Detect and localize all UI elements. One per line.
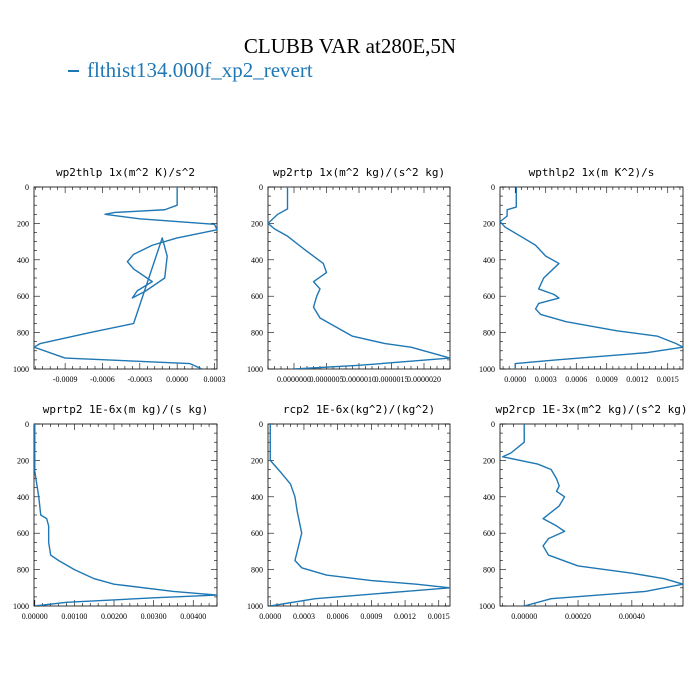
panel-title: rcp2 1E-6x(kg^2)/(kg^2) — [283, 403, 435, 416]
y-tick-label: 400 — [483, 256, 495, 265]
x-tick-label: 0.0009 — [596, 375, 618, 384]
x-tick-label: -0.0006 — [90, 375, 115, 384]
x-tick-label: 0.0009 — [360, 612, 382, 621]
series-line — [34, 424, 217, 606]
chart-panel-3: wpthlp2 1x(m K^2)/s 0 200 400 600 800 1000 0.00… — [479, 166, 684, 384]
y-tick-label: 200 — [483, 456, 495, 465]
series-line — [269, 424, 450, 606]
x-tick-label: -0.0009 — [53, 375, 78, 384]
y-tick-label: 800 — [483, 329, 495, 338]
x-tick-label: 0.0000015 — [375, 375, 409, 384]
x-tick-label: 0.0000000 — [277, 375, 311, 384]
series-line — [500, 187, 683, 369]
y-tick-label: 0 — [259, 420, 263, 429]
panel-title: wp2thlp 1x(m^2 K)/s^2 — [56, 166, 195, 179]
y-tick-label: 800 — [17, 329, 29, 338]
x-tick-label: 0.0003 — [293, 612, 315, 621]
y-tick-label: 600 — [251, 529, 263, 538]
x-tick-label: 0.0000020 — [407, 375, 441, 384]
chart-panel-4: wprtp2 1E-6x(m kg)/(s kg) 0 200 400 600 800 10… — [13, 403, 218, 621]
y-tick-label: 400 — [483, 493, 495, 502]
x-tick-label: 0.00300 — [141, 612, 167, 621]
x-tick-label: 0.0015 — [657, 375, 679, 384]
y-tick-label: 600 — [17, 529, 29, 538]
x-tick-label: 0.0003 — [204, 375, 226, 384]
x-tick-label: 0.00200 — [101, 612, 127, 621]
y-tick-label: 1000 — [13, 365, 29, 374]
y-tick-label: 800 — [251, 566, 263, 575]
x-tick-label: 0.00000 — [22, 612, 48, 621]
y-tick-label: 1000 — [479, 602, 495, 611]
y-tick-label: 400 — [251, 256, 263, 265]
x-tick-label: 0.0003 — [535, 375, 557, 384]
y-tick-label: 0 — [491, 183, 495, 192]
x-tick-label: 0.0012 — [394, 612, 416, 621]
y-tick-label: 200 — [251, 219, 263, 228]
x-tick-label: 0.00020 — [565, 612, 591, 621]
x-tick-label: 0.0015 — [428, 612, 450, 621]
panel-title: wp2rtp 1x(m^2 kg)/(s^2 kg) — [273, 166, 445, 179]
chart-panel-2: wp2rtp 1x(m^2 kg)/(s^2 kg) 0 200 400 600 800 1… — [247, 166, 451, 384]
y-tick-label: 600 — [251, 292, 263, 301]
y-tick-label: 200 — [251, 456, 263, 465]
y-tick-label: 1000 — [247, 602, 263, 611]
plot-frame — [499, 186, 684, 370]
y-tick-label: 600 — [17, 292, 29, 301]
x-tick-label: 0.0000 — [504, 375, 526, 384]
chart-panel-5: rcp2 1E-6x(kg^2)/(kg^2) 0 200 400 600 800 1000… — [247, 403, 451, 621]
y-tick-label: 600 — [483, 292, 495, 301]
y-tick-label: 0 — [25, 420, 29, 429]
x-tick-label: 0.0006 — [565, 375, 587, 384]
x-tick-label: -0.0003 — [127, 375, 152, 384]
y-tick-label: 200 — [17, 219, 29, 228]
y-tick-label: 600 — [483, 529, 495, 538]
panel-title: wpthlp2 1x(m K^2)/s — [529, 166, 655, 179]
y-tick-label: 0 — [259, 183, 263, 192]
x-tick-label: 0.0000 — [166, 375, 188, 384]
x-tick-label: 0.0000 — [259, 612, 281, 621]
legend-line-swatch — [68, 69, 79, 72]
legend: flthist134.000f_xp2_revert — [68, 58, 313, 83]
x-tick-label: 0.00400 — [180, 612, 206, 621]
series-line — [268, 187, 450, 369]
y-tick-label: 400 — [17, 493, 29, 502]
y-tick-label: 200 — [17, 456, 29, 465]
y-tick-label: 400 — [17, 256, 29, 265]
y-tick-label: 0 — [491, 420, 495, 429]
series-line — [34, 187, 217, 369]
y-tick-label: 800 — [17, 566, 29, 575]
y-tick-label: 800 — [251, 329, 263, 338]
panel-title: wp2rcp 1E-3x(m^2 kg)/(s^2 kg) — [495, 403, 687, 416]
plot-frame — [499, 423, 684, 607]
legend-label: flthist134.000f_xp2_revert — [87, 58, 313, 82]
series-line — [501, 424, 683, 606]
chart-panel-1: wp2thlp 1x(m^2 K)/s^2 0 200 400 600 800 1000 -0… — [13, 166, 226, 384]
chart-panel-6: wp2rcp 1E-3x(m^2 kg)/(s^2 kg)0 200 400 600 8… — [479, 403, 688, 621]
x-tick-label: 0.0012 — [626, 375, 648, 384]
plot-frame — [33, 423, 218, 607]
y-tick-label: 1000 — [479, 365, 495, 374]
y-tick-label: 1000 — [247, 365, 263, 374]
page-title: CLUBB VAR at280E,5N — [243, 34, 457, 58]
panel-title: wprtp2 1E-6x(m kg)/(s kg) — [43, 403, 209, 416]
x-tick-label: 0.0000010 — [342, 375, 376, 384]
y-tick-label: 200 — [483, 219, 495, 228]
y-tick-label: 0 — [25, 183, 29, 192]
plot-frame — [33, 186, 218, 370]
plot-frame — [267, 186, 451, 370]
x-tick-label: 0.00100 — [61, 612, 87, 621]
y-tick-label: 1000 — [13, 602, 29, 611]
x-tick-label: 0.0006 — [327, 612, 349, 621]
x-tick-label: 0.0000005 — [310, 375, 344, 384]
x-tick-label: 0.00040 — [619, 612, 645, 621]
x-tick-label: 0.00000 — [511, 612, 537, 621]
y-tick-label: 400 — [251, 493, 263, 502]
y-tick-label: 800 — [483, 566, 495, 575]
